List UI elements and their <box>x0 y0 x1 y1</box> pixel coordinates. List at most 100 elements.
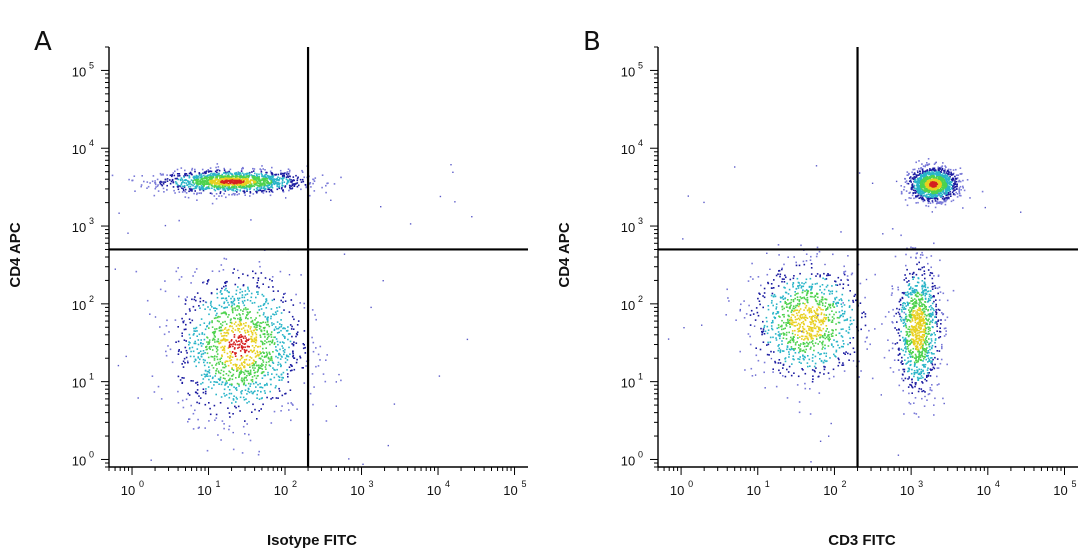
event-dot-pop-1 <box>230 343 233 346</box>
event-dot-pop-0 <box>274 174 277 176</box>
event-dot-pop-0 <box>263 183 266 185</box>
event-dot-pop-0 <box>244 187 247 189</box>
event-dot-pop-0 <box>941 165 944 167</box>
event-dot-pop-1 <box>208 347 211 349</box>
event-dot-pop-1 <box>758 292 760 295</box>
event-dot-pop-0 <box>934 198 936 200</box>
event-dot-pop-1 <box>203 338 206 341</box>
event-dot-pop-0 <box>271 190 273 193</box>
event-dot-pop-0 <box>177 184 179 186</box>
event-dot-pop-1 <box>235 339 237 342</box>
event-dot-pop-0 <box>169 182 172 185</box>
event-dot-pop-1 <box>227 347 230 349</box>
event-dot-pop-1 <box>236 364 238 366</box>
event-dot-pop-0 <box>923 181 926 184</box>
event-dot-pop-0 <box>164 181 167 183</box>
event-dot-pop-1 <box>220 332 222 335</box>
event-dot-pop-1 <box>843 271 845 273</box>
event-dot-pop-0 <box>213 185 216 187</box>
event-dot-pop-1 <box>281 334 284 336</box>
event-dot-pop-1 <box>221 293 223 295</box>
event-dot-pop-1 <box>217 370 220 372</box>
event-dot-pop-0 <box>182 185 184 188</box>
event-dot-pop-0 <box>171 174 173 177</box>
event-dot-pop-0 <box>955 188 958 190</box>
event-dot-pop-0 <box>921 175 923 178</box>
event-dot-pop-1 <box>255 386 257 388</box>
event-dot-pop-0 <box>296 179 299 182</box>
event-dot-pop-0 <box>154 180 156 182</box>
event-dot-pop-1 <box>211 320 213 322</box>
event-dot-pop-1 <box>238 335 241 337</box>
y-tick-exponent: 4 <box>89 138 94 148</box>
event-dot-pop-0 <box>188 175 191 177</box>
x-axis-title-b: CD3 FITC <box>828 532 896 549</box>
event-dot-pop-1 <box>195 268 198 270</box>
event-dot-pop-1 <box>781 268 783 271</box>
event-dot-pop-0 <box>944 174 946 177</box>
event-dot-pop-1 <box>246 345 249 348</box>
event-dot-pop-1 <box>182 320 184 323</box>
event-dot-pop-1 <box>214 328 216 330</box>
event-dot-pop-1 <box>758 300 761 302</box>
event-dot-pop-0 <box>943 180 946 183</box>
event-dot-pop-0 <box>199 177 202 179</box>
event-dot-pop-1 <box>211 321 213 324</box>
event-dot-pop-1 <box>277 397 279 399</box>
event-dot-pop-1 <box>193 298 196 301</box>
event-dot-pop-1 <box>852 299 854 302</box>
event-dot-pop-1 <box>276 350 279 352</box>
event-dot-pop-0 <box>215 193 218 195</box>
event-dot-pop-0 <box>915 196 917 199</box>
event-dot-pop-0 <box>221 180 223 182</box>
event-dot-pop-1 <box>198 305 200 307</box>
event-dot-pop-1 <box>262 327 265 329</box>
event-dot-pop-1 <box>225 297 228 299</box>
event-dot-pop-1 <box>159 288 162 291</box>
event-dot-pop-1 <box>225 365 227 368</box>
event-dot-pop-1 <box>225 281 227 283</box>
event-dot-pop-1 <box>207 343 209 345</box>
event-dot-pop-1 <box>240 334 242 336</box>
event-dot-pop-1 <box>847 352 849 355</box>
event-dot-pop-1 <box>215 350 218 353</box>
event-dot-pop-1 <box>245 322 247 324</box>
event-dot-pop-1 <box>268 325 271 328</box>
event-dot-pop-1 <box>265 347 267 349</box>
event-dot-pop-1 <box>797 375 800 378</box>
event-dot-pop-0 <box>248 174 251 176</box>
event-dot-pop-1 <box>263 329 266 332</box>
event-dot-pop-1 <box>242 310 244 312</box>
event-dot-pop-1 <box>864 324 867 327</box>
event-dot-pop-0 <box>922 189 924 192</box>
event-dot-pop-1 <box>267 336 269 339</box>
event-dot-pop-1 <box>284 361 287 364</box>
event-dot-pop-1 <box>787 342 789 344</box>
event-dot-pop-1 <box>232 345 234 348</box>
event-dot-pop-1 <box>767 343 770 346</box>
event-dot-pop-1 <box>246 402 248 404</box>
event-dot-pop-1 <box>213 381 215 383</box>
event-dot-pop-1 <box>757 359 760 362</box>
event-dot-pop-0 <box>265 176 267 179</box>
event-dot-pop-1 <box>258 366 260 369</box>
event-dot-pop-1 <box>227 407 229 409</box>
event-dot-pop-1 <box>269 390 271 393</box>
event-dot-pop-1 <box>252 322 255 325</box>
event-dot-pop-0 <box>944 186 946 189</box>
event-dot-pop-1 <box>823 365 825 368</box>
event-dot-pop-1 <box>243 361 246 363</box>
event-dot-pop-1 <box>763 333 766 335</box>
event-dot-pop-1 <box>815 275 817 277</box>
event-dot-pop-1 <box>240 341 243 343</box>
event-dot-pop-1 <box>225 360 227 362</box>
event-dot-pop-1 <box>208 420 210 422</box>
event-dot-pop-1 <box>812 375 814 377</box>
event-dot-pop-0 <box>242 181 245 183</box>
event-dot-pop-1 <box>260 340 262 343</box>
event-dot-pop-0 <box>274 181 277 184</box>
event-dot-pop-1 <box>235 293 237 295</box>
event-dot-pop-0 <box>946 176 949 178</box>
event-dot-pop-1 <box>834 355 836 357</box>
event-dot-pop-0 <box>280 172 282 175</box>
